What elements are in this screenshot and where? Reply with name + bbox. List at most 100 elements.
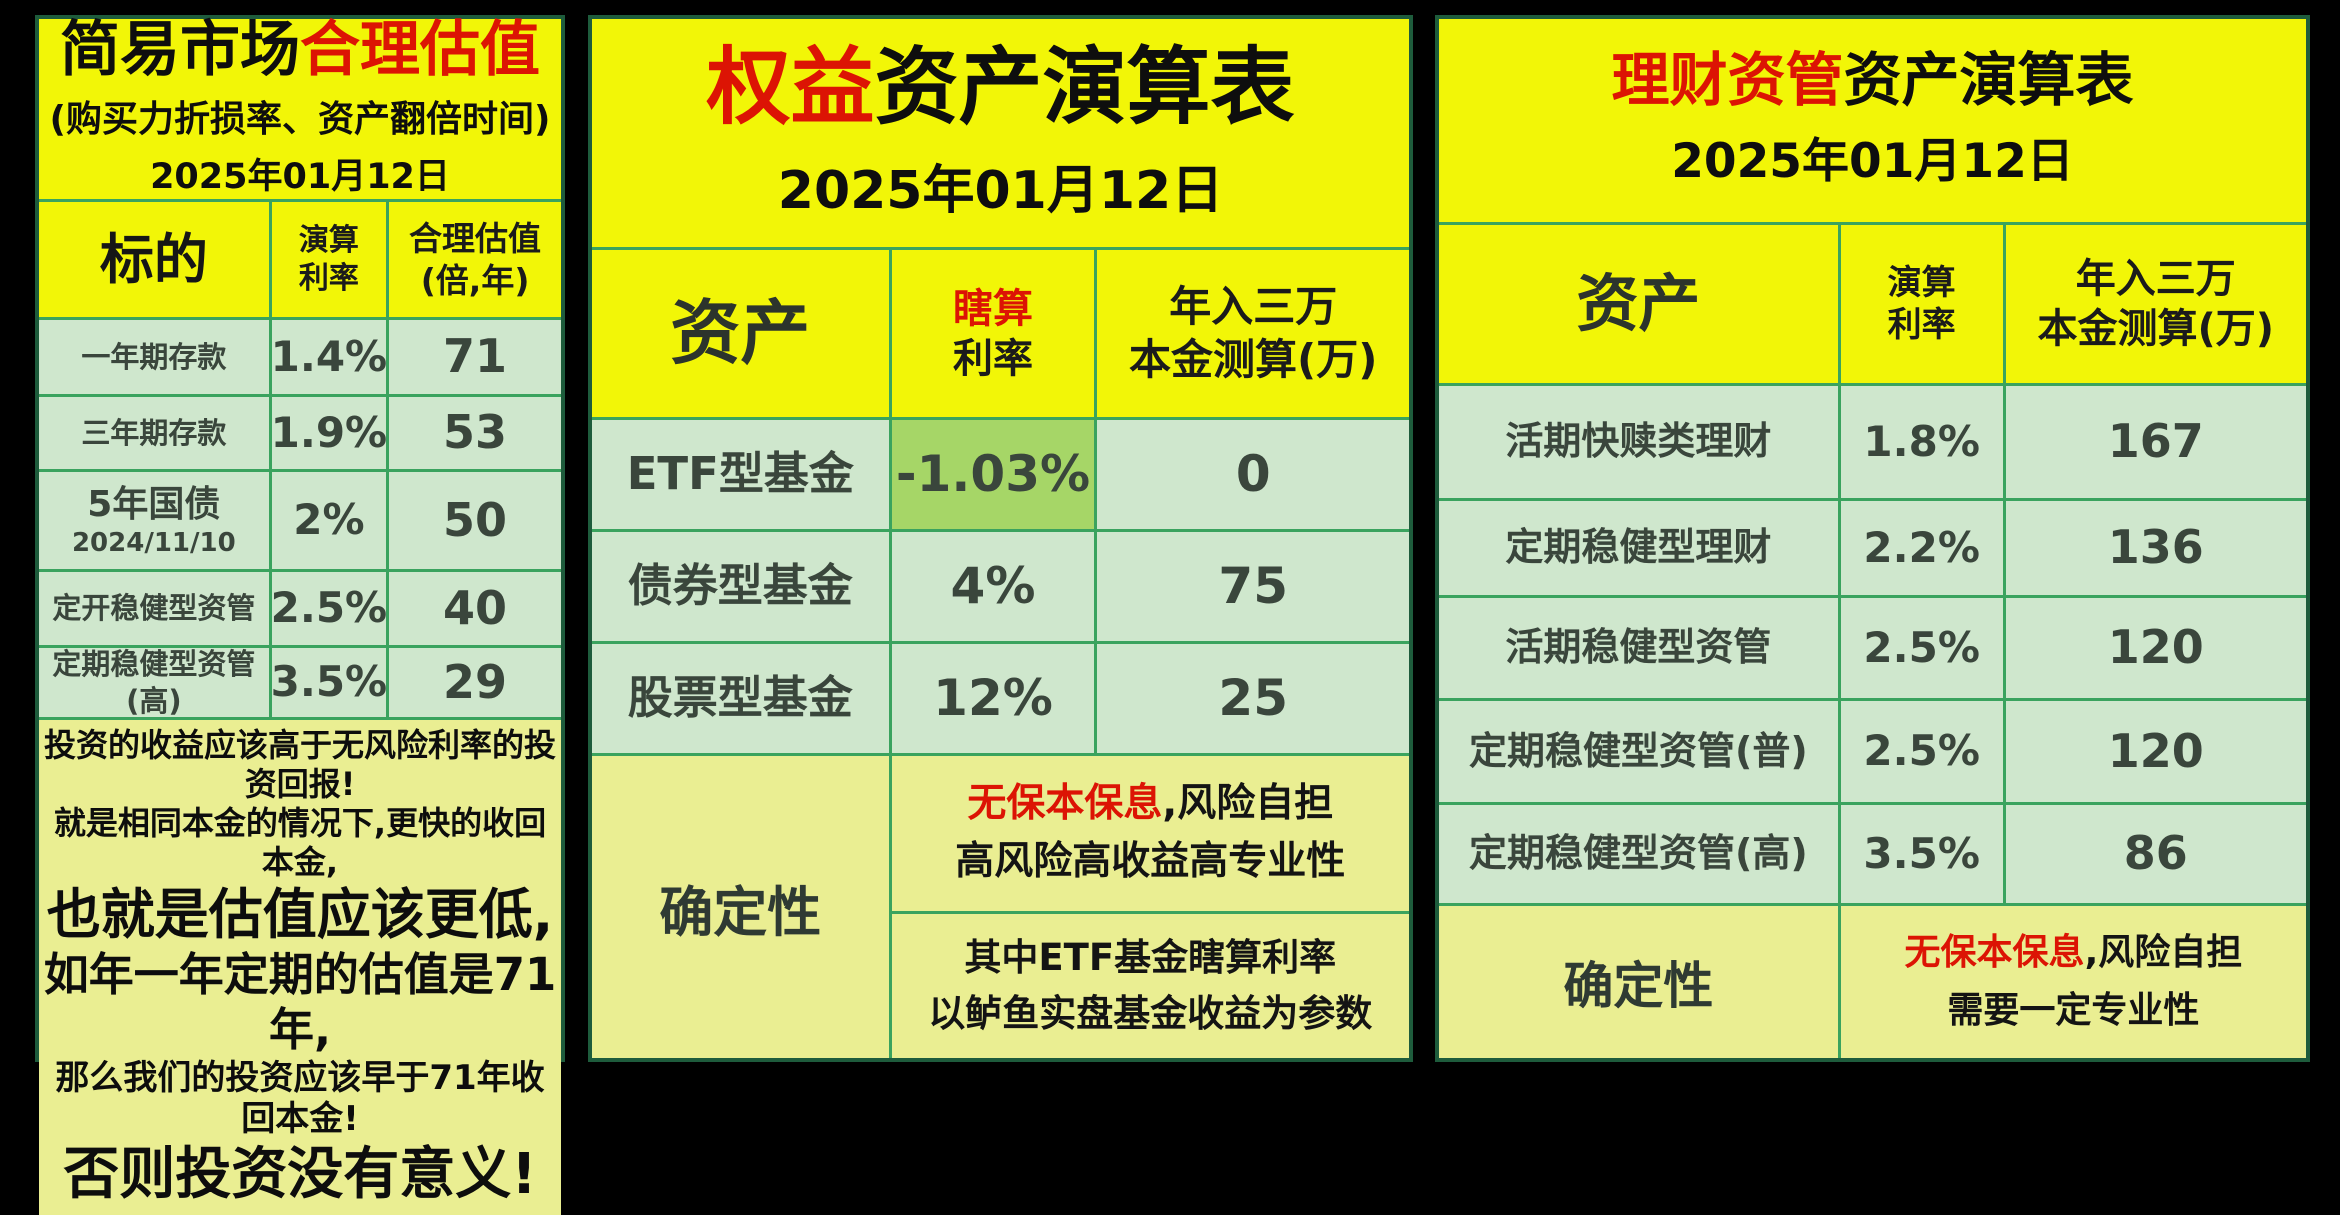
asset-name: 一年期存款 <box>39 320 269 394</box>
asset-name-main: 5年国债 <box>87 483 221 525</box>
asset-value: 167 <box>2002 386 2306 498</box>
left-title-black: 简易市场 <box>60 15 300 85</box>
asset-name: 定期稳健型资管(普) <box>1439 701 1838 802</box>
asset-name: 债券型基金 <box>592 532 889 641</box>
mid-header-rate-line2: 利率 <box>953 335 1033 382</box>
left-header-valuation: 合理估值 (倍,年) <box>386 202 561 317</box>
note-line: 投资的收益应该高于无风险利率的投资回报! <box>43 726 556 804</box>
asset-rate: 3.5% <box>1837 805 2003 903</box>
asset-value: 50 <box>386 472 561 569</box>
mid-title: 权益资产演算表 <box>706 43 1294 131</box>
table-row: 定开稳健型资管 2.5% 40 <box>39 569 561 645</box>
right-header-rate-line2: 利率 <box>1887 305 1956 345</box>
right-date: 2025年01月12日 <box>1671 134 2074 190</box>
asset-name: 5年国债 2024/11/10 <box>39 472 269 569</box>
right-header-principal-line1: 年入三万 <box>2075 256 2236 302</box>
asset-rate: 4% <box>888 532 1095 641</box>
mid-table: 资产 瞎算 利率 年入三万 本金测算(万) ETF型基金 -1.03% 0 债券… <box>592 247 1409 1058</box>
right-table-header: 资产 演算 利率 年入三万 本金测算(万) <box>1439 222 2306 383</box>
mid-certainty-body: 无保本保息,风险自担 高风险高收益高专业性 其中ETF基金瞎算利率 以鲈鱼实盘基… <box>891 756 1409 1058</box>
table-row: 活期快赎类理财 1.8% 167 <box>1439 383 2306 498</box>
mid-risk-note-line2: 高风险高收益高专业性 <box>955 839 1346 885</box>
note-line: 那么我们的投资应该早于71年收回本金! <box>55 1057 545 1140</box>
asset-rate: 2.5% <box>1837 598 2003 698</box>
right-header-rate: 演算 利率 <box>1837 225 2003 383</box>
panel-simple-market-valuation: 简易市场合理估值 (购买力折损率、资产翻倍时间) 2025年01月12日 标的 … <box>35 15 565 1215</box>
asset-value: 86 <box>2002 805 2306 903</box>
mid-etf-note: 其中ETF基金瞎算利率 以鲈鱼实盘基金收益为参数 <box>891 910 1409 1058</box>
left-title: 简易市场合理估值 <box>60 19 540 82</box>
left-header-valuation-line2: (倍,年) <box>420 260 530 300</box>
mid-risk-note-rest: ,风险自担 <box>1162 780 1334 826</box>
right-header-principal-line2: 本金测算(万) <box>2037 306 2275 352</box>
left-header-rate: 演算 利率 <box>268 202 386 317</box>
asset-name: 定期稳健型理财 <box>1439 501 1838 595</box>
asset-value: 71 <box>386 320 561 394</box>
table-row: 三年期存款 1.9% 53 <box>39 394 561 469</box>
mid-header-principal-line2: 本金测算(万) <box>1129 334 1378 384</box>
mid-risk-note: 无保本保息,风险自担 高风险高收益高专业性 <box>892 756 1409 911</box>
asset-rate: 1.8% <box>1837 386 2003 498</box>
certainty-label: 确定性 <box>1439 906 1841 1058</box>
table-row: 一年期存款 1.4% 71 <box>39 317 561 394</box>
note-line: 如年一年定期的估值是71年, <box>43 948 557 1056</box>
right-title-red: 理财资管 <box>1611 45 1844 114</box>
left-header-rate-line1: 演算 <box>298 223 359 258</box>
asset-value: 0 <box>1094 420 1409 529</box>
left-table-header: 标的 演算 利率 合理估值 (倍,年) <box>39 199 561 317</box>
table-row: 定期稳健型资管(高) 3.5% 29 <box>39 645 561 718</box>
right-title-black: 资产演算表 <box>1843 45 2134 114</box>
asset-name: 活期稳健型资管 <box>1439 598 1838 698</box>
panel-wealth-management-assets: 理财资管资产演算表 2025年01月12日 资产 演算 利率 年入三万 本金测算… <box>1435 15 2310 1062</box>
asset-rate: 3.5% <box>268 648 387 717</box>
mid-header-rate-line1: 瞎算 <box>953 285 1033 332</box>
right-risk-note: 无保本保息,风险自担 需要一定专业性 <box>1841 906 2306 1058</box>
left-table: 标的 演算 利率 合理估值 (倍,年) 一年期存款 1.4% 71 三年期存款 … <box>39 199 561 1215</box>
mid-risk-note-red: 无保本保息 <box>967 780 1163 826</box>
mid-header-asset: 资产 <box>670 291 811 374</box>
asset-value: 136 <box>2002 501 2306 595</box>
left-notes-block: 投资的收益应该高于无风险利率的投资回报! 就是相同本金的情况下,更快的收回本金,… <box>39 717 561 1215</box>
right-header-rate-line1: 演算 <box>1887 262 1956 303</box>
mid-header-principal-line1: 年入三万 <box>1169 282 1338 331</box>
right-risk-note-line2: 需要一定专业性 <box>1947 990 2200 1031</box>
mid-certainty-section: 确定性 无保本保息,风险自担 高风险高收益高专业性 其中ETF基金瞎算利率 以鲈… <box>592 753 1409 1058</box>
table-row: 股票型基金 12% 25 <box>592 641 1409 753</box>
asset-value: 53 <box>386 397 561 469</box>
asset-rate: 12% <box>888 644 1095 753</box>
table-row: 定期稳健型理财 2.2% 136 <box>1439 498 2306 595</box>
mid-risk-note-line1: 无保本保息,风险自担 <box>967 775 1333 834</box>
table-row: 5年国债 2024/11/10 2% 50 <box>39 469 561 569</box>
note-line: 否则投资没有意义! <box>63 1141 537 1207</box>
asset-value: 25 <box>1094 644 1409 753</box>
asset-rate-highlighted: -1.03% <box>888 420 1095 529</box>
left-header-target: 标的 <box>99 227 208 291</box>
right-header-asset: 资产 <box>1576 267 1701 341</box>
mid-etf-note-line2: 以鲈鱼实盘基金收益为参数 <box>928 991 1373 1035</box>
asset-value: 120 <box>2002 598 2306 698</box>
asset-name: 活期快赎类理财 <box>1439 386 1838 498</box>
table-row: 定期稳健型资管(高) 3.5% 86 <box>1439 802 2306 903</box>
asset-rate: 1.9% <box>268 397 387 469</box>
table-row: ETF型基金 -1.03% 0 <box>592 417 1409 529</box>
asset-name: 定期稳健型资管(高) <box>39 647 269 718</box>
note-line: 也就是估值应该更低, <box>46 883 554 947</box>
right-header-principal: 年入三万 本金测算(万) <box>2002 225 2306 383</box>
asset-value: 40 <box>386 572 561 645</box>
asset-value: 120 <box>2002 701 2306 802</box>
right-risk-note-rest: ,风险自担 <box>2084 932 2243 974</box>
right-title-block: 理财资管资产演算表 2025年01月12日 <box>1439 19 2306 222</box>
certainty-label: 确定性 <box>592 756 892 1058</box>
table-row: 活期稳健型资管 2.5% 120 <box>1439 595 2306 698</box>
mid-etf-note-line1: 其中ETF基金瞎算利率 <box>964 936 1337 980</box>
right-risk-note-red: 无保本保息 <box>1904 932 2085 974</box>
asset-rate: 2% <box>268 472 387 569</box>
asset-name: 三年期存款 <box>39 397 269 469</box>
mid-title-black: 资产演算表 <box>874 38 1295 137</box>
note-line: 就是相同本金的情况下,更快的收回本金, <box>53 804 547 882</box>
mid-header-principal: 年入三万 本金测算(万) <box>1094 250 1409 417</box>
panel-equity-assets: 权益资产演算表 2025年01月12日 资产 瞎算 利率 年入三万 本金测算(万… <box>588 15 1413 1062</box>
left-date: 2025年01月12日 <box>150 157 450 197</box>
table-row: 定期稳健型资管(普) 2.5% 120 <box>1439 698 2306 802</box>
asset-name: 股票型基金 <box>592 644 889 753</box>
